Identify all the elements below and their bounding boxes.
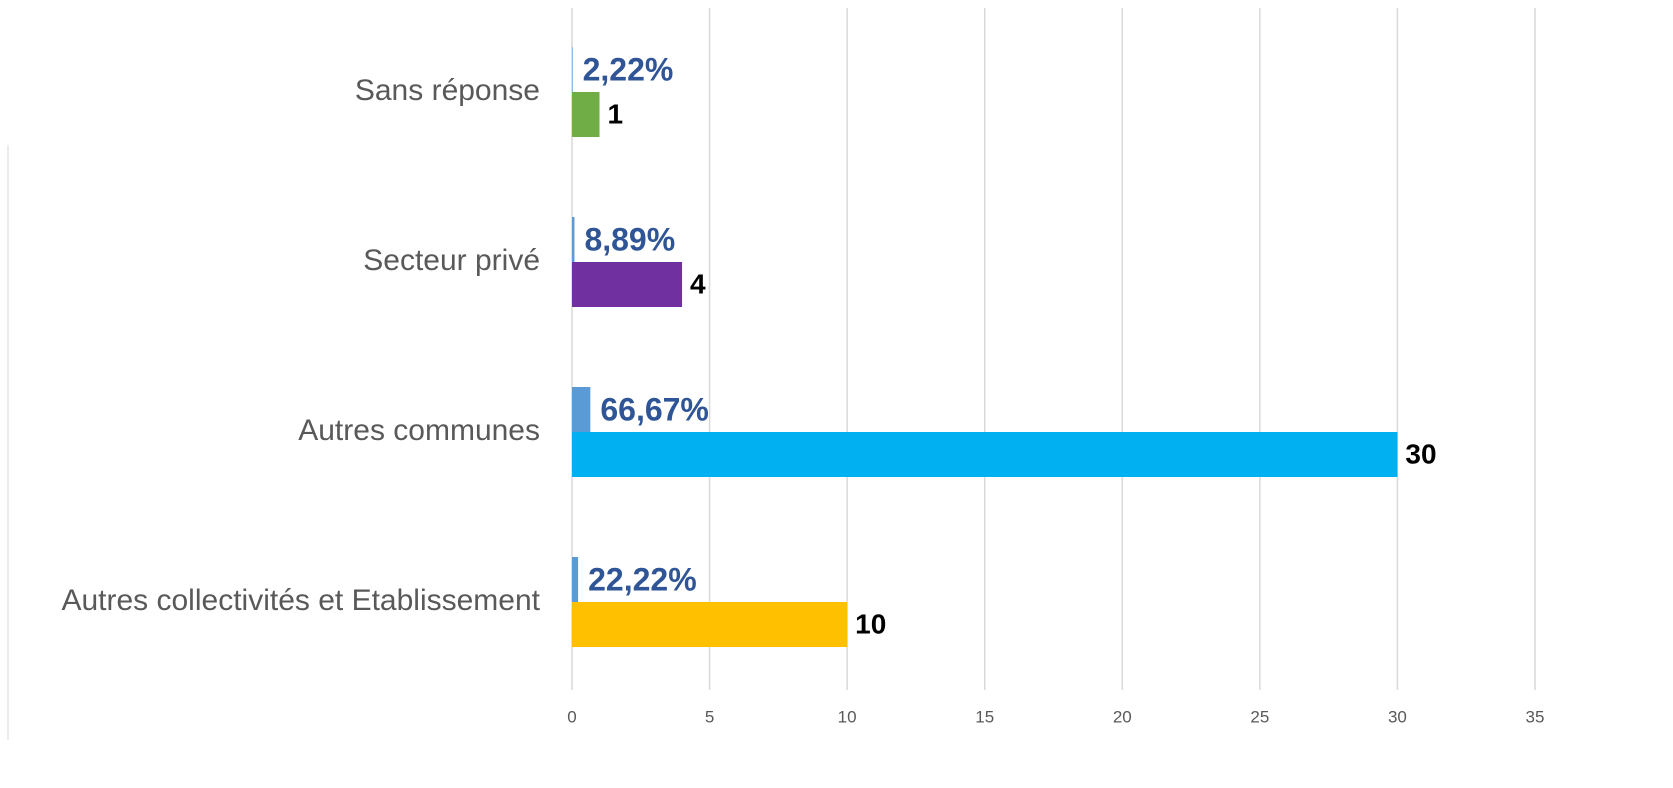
count-label: 10 bbox=[855, 608, 886, 639]
count-label: 30 bbox=[1405, 438, 1436, 469]
percent-bar bbox=[572, 217, 575, 262]
x-tick-label: 25 bbox=[1250, 707, 1269, 726]
count-bar bbox=[572, 262, 683, 307]
count-bar bbox=[572, 432, 1398, 477]
count-label: 1 bbox=[608, 98, 624, 129]
count-bar bbox=[572, 602, 848, 647]
percent-label: 66,67% bbox=[600, 391, 709, 427]
count-bar bbox=[572, 92, 600, 137]
x-tick-label: 30 bbox=[1388, 707, 1407, 726]
percent-bar bbox=[572, 557, 579, 602]
percent-label: 8,89% bbox=[584, 221, 675, 257]
percent-label: 22,22% bbox=[588, 561, 697, 597]
percent-label: 2,22% bbox=[583, 51, 674, 87]
category-label: Secteur privé bbox=[363, 244, 540, 277]
percent-bar bbox=[572, 387, 591, 432]
x-tick-label: 20 bbox=[1113, 707, 1132, 726]
x-tick-label: 15 bbox=[975, 707, 994, 726]
x-tick-label: 10 bbox=[838, 707, 857, 726]
category-label: Autres collectivités et Etablissement bbox=[61, 584, 540, 617]
x-tick-label: 0 bbox=[567, 707, 576, 726]
percent-bar bbox=[572, 47, 573, 92]
x-tick-label: 35 bbox=[1526, 707, 1545, 726]
count-label: 4 bbox=[690, 268, 706, 299]
category-label: Sans réponse bbox=[355, 74, 540, 107]
category-label: Autres communes bbox=[298, 414, 540, 447]
x-tick-label: 5 bbox=[705, 707, 714, 726]
